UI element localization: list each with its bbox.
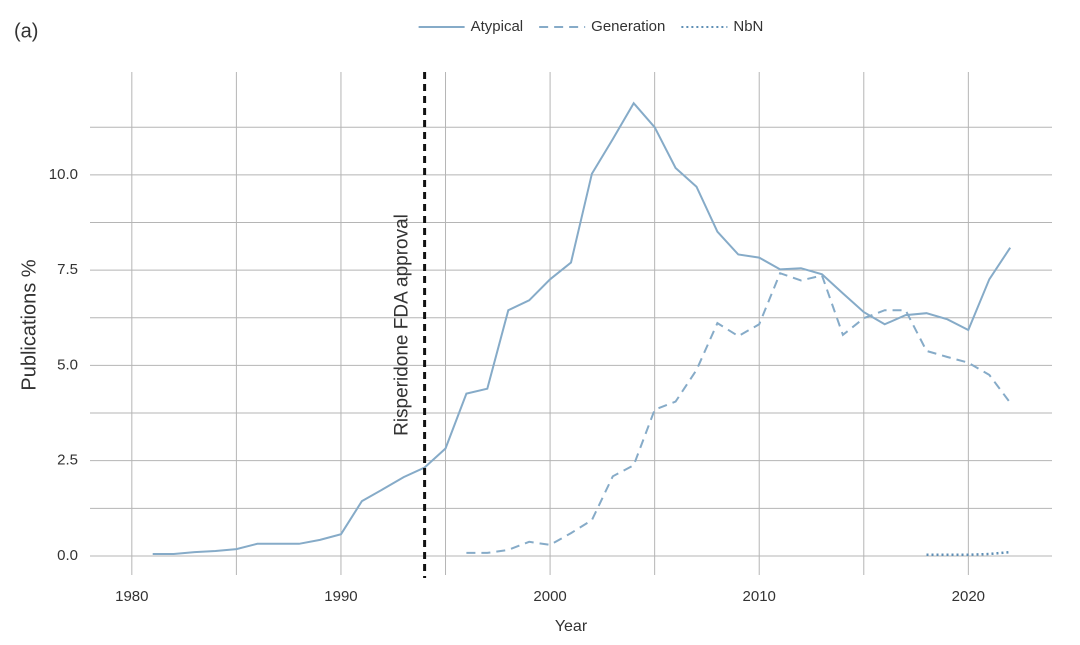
series-line bbox=[152, 101, 1012, 555]
series-line bbox=[466, 271, 1012, 554]
legend-label: Atypical bbox=[471, 18, 524, 35]
y-tick-label: 10.0 bbox=[49, 166, 78, 183]
x-tick-label: 2020 bbox=[952, 588, 985, 605]
x-tick-label: 2000 bbox=[533, 588, 566, 605]
y-tick-label: 2.5 bbox=[57, 452, 78, 469]
x-tick-label: 2010 bbox=[743, 588, 776, 605]
x-tick-label: 1980 bbox=[115, 588, 148, 605]
legend-label: NbN bbox=[733, 18, 763, 35]
legend-label: Generation bbox=[591, 18, 665, 35]
x-tick-label: 1990 bbox=[324, 588, 357, 605]
y-tick-label: 0.0 bbox=[57, 547, 78, 564]
x-axis-label: Year bbox=[555, 618, 588, 635]
y-tick-label: 5.0 bbox=[57, 356, 78, 373]
series-line bbox=[926, 550, 1011, 557]
y-tick-label: 7.5 bbox=[57, 261, 78, 278]
y-axis-label: Publications % bbox=[18, 259, 40, 390]
legend: Atypical Generation NbN bbox=[418, 18, 763, 35]
reference-label: Risperidone FDA approval bbox=[392, 214, 413, 436]
panel-label: (a) bbox=[14, 20, 38, 42]
